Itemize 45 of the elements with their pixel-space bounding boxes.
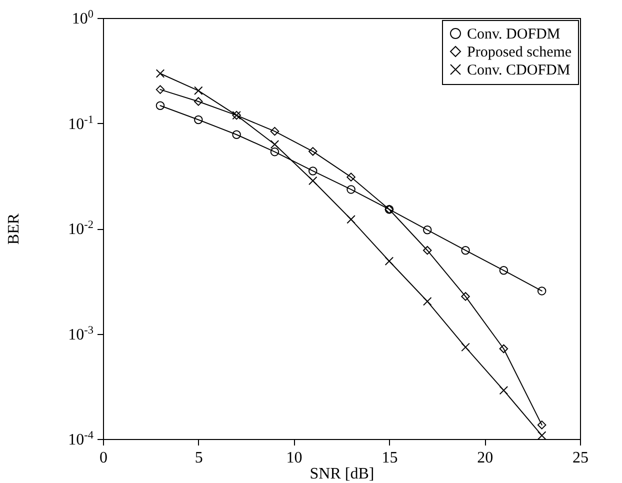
legend-label: Conv. DOFDM	[467, 26, 560, 42]
y-axis-title: BER	[5, 213, 22, 245]
x-tick-label: 10	[286, 450, 302, 466]
point	[384, 256, 394, 266]
x-axis-title: SNR [dB]	[310, 466, 374, 482]
point	[308, 176, 318, 186]
point	[461, 292, 470, 301]
legend-label: Proposed scheme	[467, 44, 572, 60]
x-tick-label: 20	[477, 450, 494, 466]
legend-label: Conv. CDOFDM	[467, 62, 570, 78]
x-tick-label: 15	[382, 450, 398, 466]
point	[346, 215, 356, 224]
point	[537, 431, 546, 440]
point	[537, 420, 546, 430]
point	[346, 172, 356, 182]
y-tick-label: 10$^{-2}$	[68, 219, 94, 238]
point	[422, 246, 432, 255]
point	[422, 226, 432, 234]
point	[156, 101, 165, 110]
point	[270, 126, 280, 136]
y-tick-label: 10$^{-1}$	[68, 114, 94, 133]
point	[499, 344, 508, 354]
point	[499, 266, 508, 275]
point	[308, 147, 318, 156]
point	[270, 140, 280, 149]
y-tick-label: 10$^{0}$	[72, 8, 94, 28]
y-tick-label: 10$^{-4}$	[68, 430, 94, 448]
point	[194, 115, 203, 124]
point	[156, 85, 165, 94]
x-tick-label: 0	[100, 450, 108, 466]
point	[422, 297, 432, 306]
x-tick-label: 5	[194, 450, 203, 466]
point	[499, 386, 508, 395]
point	[537, 286, 546, 296]
point	[270, 147, 280, 156]
point	[461, 342, 470, 352]
point	[194, 86, 203, 96]
x-tick-label: 25	[572, 450, 588, 466]
point	[461, 246, 470, 255]
point	[194, 97, 203, 106]
point	[308, 166, 318, 176]
y-tick-label: 10$^{-3}$	[68, 324, 94, 344]
point	[232, 130, 241, 139]
point	[346, 185, 356, 194]
point	[156, 69, 165, 78]
